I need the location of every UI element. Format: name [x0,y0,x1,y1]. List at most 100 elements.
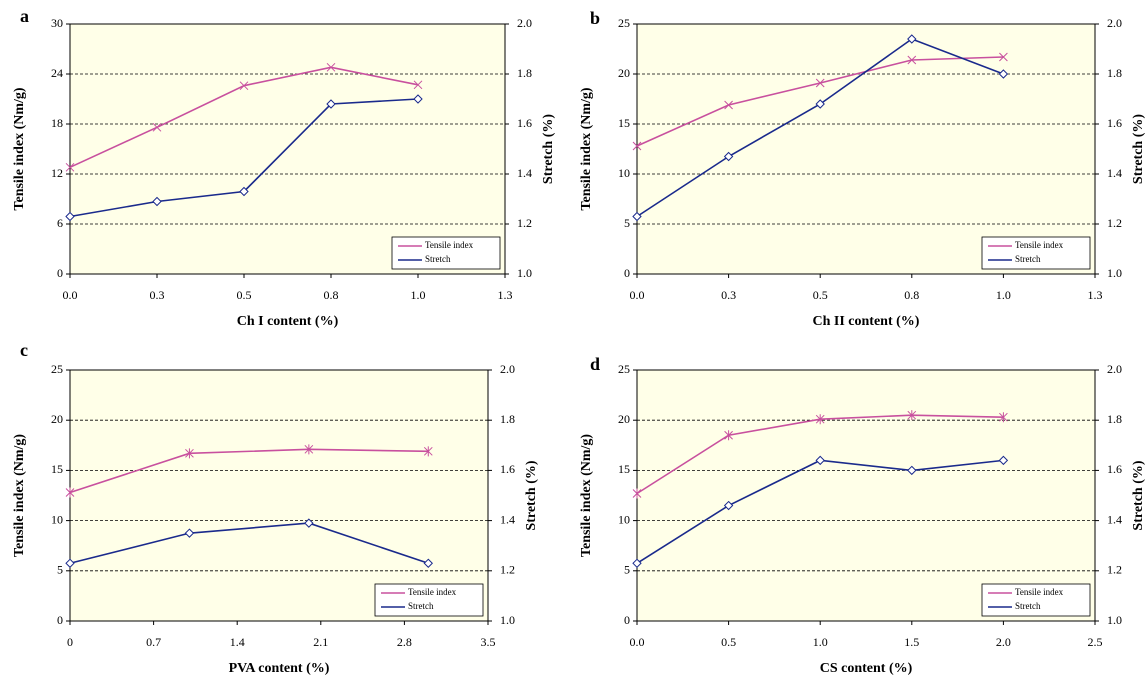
marker [907,55,917,65]
marker [65,558,75,568]
plot-area [637,370,1095,621]
y2-tick-label: 1.6 [517,116,532,130]
y2-tick-label: 1.0 [517,266,532,280]
y2-tick-label: 1.4 [1107,512,1122,526]
y-tick-label: 0 [624,266,630,280]
x-tick-label: 0.3 [721,288,736,302]
x-axis-title: CS content (%) [820,661,913,676]
y2-tick-label: 1.8 [1107,66,1122,80]
y-tick-label: 25 [618,16,630,30]
x-tick-label: 1.3 [1088,288,1103,302]
legend-box [981,583,1091,617]
y-tick-label: 24 [51,66,63,80]
x-tick-label: 3.5 [481,635,496,649]
x-tick-label: 0.3 [150,288,165,302]
x-tick-label: 0.0 [63,288,78,302]
y-tick-label: 15 [618,462,630,476]
marker [239,81,249,91]
marker [632,211,642,222]
x-tick-label: 2.8 [397,635,412,649]
x-tick-label: 2.1 [313,635,328,649]
panel: 0 5 10 15 20 25 1.0 1.2 1.4 1.6 1.8 2.0 0.0 0.3 0.5 0.8… [579,8,1146,329]
marker [815,414,825,425]
marker [632,488,642,499]
marker [152,196,162,207]
y-axis-title: Tensile index (Nm/g) [579,434,594,557]
y-tick-label: 20 [618,66,630,80]
marker [907,34,917,44]
marker [907,410,917,421]
marker [632,558,642,568]
y-tick-label: 5 [624,216,630,230]
marker [815,455,825,466]
marker [724,100,733,110]
marker [815,99,825,109]
marker [304,518,314,528]
x-tick-label: 0.5 [813,288,828,302]
x-tick-label: 0.5 [721,635,736,649]
x-tick-label: 1.3 [498,288,513,302]
marker [423,446,433,457]
marker [185,448,194,459]
legend-box [981,236,1091,270]
y2-tick-label: 1.2 [1107,563,1122,577]
y2-tick-label: 1.6 [500,462,515,476]
legend-label: Stretch [425,254,451,264]
y2-axis-title: Stretch (%) [1131,460,1146,530]
y-tick-label: 30 [51,16,63,30]
marker [65,487,75,498]
x-tick-label: 2.0 [996,635,1011,649]
marker [723,500,734,511]
y-tick-label: 10 [618,166,630,180]
panel: 0 5 10 15 20 25 1.0 1.2 1.4 1.6 1.8 2.0 0 0.7 1.4 2.1 2.… [12,340,539,676]
marker [724,430,733,441]
x-axis-title: Ch II content (%) [813,314,920,329]
marker [239,186,249,197]
y2-tick-label: 1.6 [1107,116,1122,130]
marker [304,444,314,455]
y-tick-label: 25 [618,362,630,376]
x-tick-label: 1.4 [230,635,245,649]
legend-label: Tensile index [1015,587,1064,597]
panel-label: c [20,340,28,360]
marker [998,455,1009,466]
x-axis-title: PVA content (%) [229,661,330,676]
x-tick-label: 0 [67,635,73,649]
y-tick-label: 20 [51,412,63,426]
y2-tick-label: 1.0 [500,613,515,627]
legend-label: Tensile index [1015,240,1064,250]
legend-label: Stretch [1015,601,1041,611]
marker [152,122,162,132]
marker [326,62,336,72]
y-tick-label: 18 [51,116,63,130]
y-tick-label: 0 [57,613,63,627]
marker [632,141,642,151]
x-tick-label: 1.0 [813,635,828,649]
x-tick-label: 2.5 [1088,635,1103,649]
y2-tick-label: 1.4 [1107,166,1122,180]
y2-tick-label: 2.0 [500,362,515,376]
y2-tick-label: 1.0 [1107,266,1122,280]
x-tick-label: 0.8 [904,288,919,302]
y-tick-label: 6 [57,216,63,230]
plot-frame [69,23,506,275]
y2-tick-label: 1.4 [500,512,515,526]
marker [999,412,1008,423]
plot-frame [636,23,1096,275]
series-line [69,448,429,494]
x-tick-label: 1.0 [411,288,426,302]
plot-area [637,24,1095,274]
series-line [69,522,429,565]
legend-box [391,236,501,270]
y2-tick-label: 1.4 [517,166,532,180]
x-axis-title: Ch I content (%) [237,314,339,329]
y-tick-label: 0 [624,613,630,627]
y-tick-label: 5 [57,563,63,577]
y-axis-title: Tensile index (Nm/g) [579,87,594,210]
x-tick-label: 0.7 [146,635,161,649]
marker [326,99,336,109]
panel: 0 5 10 15 20 25 1.0 1.2 1.4 1.6 1.8 2.0 0.0 0.5 1.0 1.5… [579,354,1146,676]
marker [65,211,75,222]
y2-tick-label: 1.2 [500,563,515,577]
marker [423,558,433,568]
